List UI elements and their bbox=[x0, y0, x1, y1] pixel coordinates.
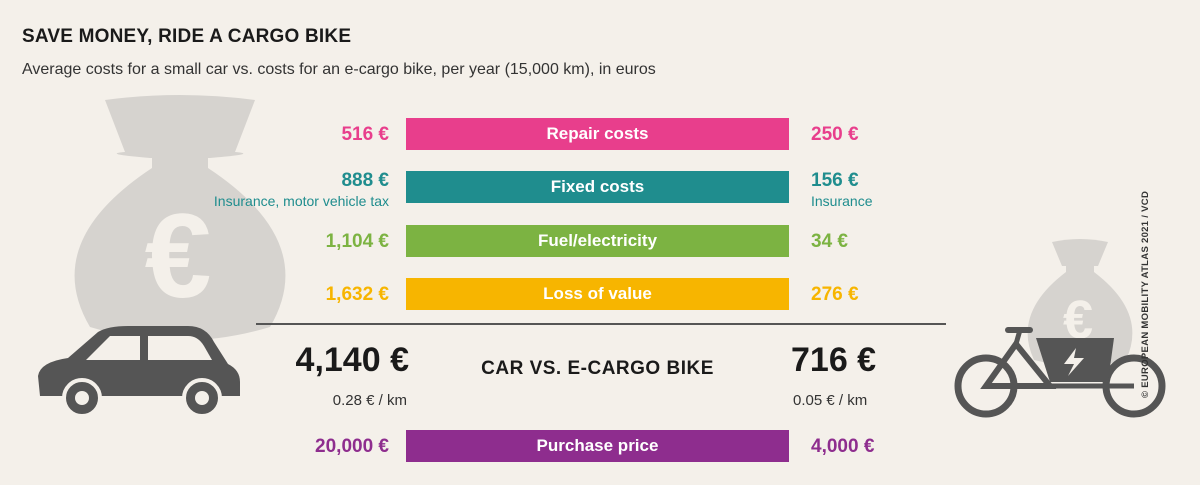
bike-per-km: 0.05 € / km bbox=[793, 392, 868, 409]
divider-line bbox=[256, 323, 946, 325]
car-note-fixed: Insurance, motor vehicle tax bbox=[213, 193, 389, 209]
bar-fixed-costs: Fixed costs bbox=[406, 171, 789, 203]
bar-fuel-electricity: Fuel/electricity bbox=[406, 225, 789, 257]
chart-title: SAVE MONEY, RIDE A CARGO BIKE bbox=[22, 26, 352, 47]
bar-purchase-price: Purchase price bbox=[406, 430, 789, 462]
bike-note-fixed: Insurance bbox=[811, 193, 873, 209]
car-value-loss: 1,632 € bbox=[325, 284, 389, 305]
bike-value-fuel: 34 € bbox=[811, 231, 848, 252]
bar-repair-costs: Repair costs bbox=[406, 118, 789, 150]
chart-subtitle: Average costs for a small car vs. costs … bbox=[22, 61, 656, 78]
bike-value-purchase: 4,000 € bbox=[811, 436, 875, 457]
car-value-fixed: 888 € bbox=[341, 170, 389, 191]
e-cargo-bike-icon bbox=[954, 327, 1166, 418]
bike-value-repair: 250 € bbox=[811, 124, 859, 145]
money-bag-icon: € bbox=[74, 95, 286, 341]
car-value-repair: 516 € bbox=[341, 124, 389, 145]
car-value-fuel: 1,104 € bbox=[325, 231, 389, 252]
car-total: 4,140 € bbox=[295, 341, 409, 379]
car-icon bbox=[38, 326, 240, 418]
comparison-label: CAR VS. E-CARGO BIKE bbox=[481, 358, 714, 379]
euro-symbol: € bbox=[145, 189, 212, 323]
bike-value-loss: 276 € bbox=[811, 284, 859, 305]
car-per-km: 0.28 € / km bbox=[332, 392, 407, 409]
car-value-purchase: 20,000 € bbox=[315, 436, 389, 457]
source-credit: © EUROPEAN MOBILITY ATLAS 2021 / VCD bbox=[1140, 190, 1151, 398]
bar-loss-of-value: Loss of value bbox=[406, 278, 789, 310]
bike-value-fixed: 156 € bbox=[811, 170, 859, 191]
bike-total: 716 € bbox=[791, 341, 877, 379]
